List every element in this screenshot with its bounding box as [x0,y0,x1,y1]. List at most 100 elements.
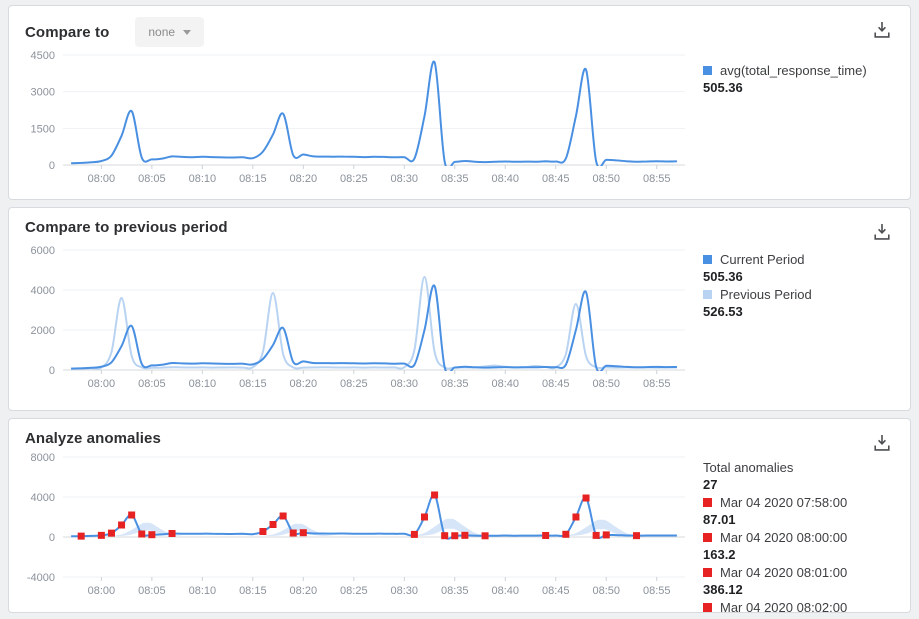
legend-item[interactable]: Mar 04 2020 07:58:00 [703,495,899,510]
svg-text:6000: 6000 [31,245,55,257]
legend-label: Mar 04 2020 07:58:00 [720,495,848,510]
panel-compare-to: Compare to none 0 1500 3000 4500 08:00 08:05 0… [8,5,911,200]
legend-label: avg(total_response_time) [720,63,867,78]
svg-text:4000: 4000 [31,492,55,504]
legend-value: 87.01 [703,512,736,527]
legend-value: 386.12 [703,582,743,597]
svg-text:08:15: 08:15 [239,173,267,185]
download-button[interactable] [870,432,894,454]
svg-text:08:00: 08:00 [88,378,116,390]
panel-body: 0 2000 4000 6000 08:00 08:05 08:10 08:15 08:20 08… [9,236,910,394]
download-icon [874,224,890,240]
legend-item[interactable]: Mar 04 2020 08:02:00 [703,600,899,615]
svg-text:08:05: 08:05 [138,585,166,597]
svg-text:08:20: 08:20 [290,585,318,597]
download-icon [874,22,890,38]
chart-compare-to[interactable]: 0 1500 3000 4500 08:00 08:05 08:10 08:15 08:20 08… [17,49,693,189]
svg-text:08:55: 08:55 [643,173,671,185]
svg-text:08:30: 08:30 [391,378,419,390]
panel-body: 0 1500 3000 4500 08:00 08:05 08:10 08:15 08:20 08… [9,47,910,189]
svg-text:0: 0 [49,160,55,172]
svg-text:8000: 8000 [31,452,55,464]
svg-text:08:45: 08:45 [542,173,570,185]
legend-item[interactable]: avg(total_response_time) [703,63,899,78]
download-button[interactable] [870,221,894,243]
legend-swatch-icon [703,498,712,507]
svg-text:08:35: 08:35 [441,585,469,597]
svg-text:08:40: 08:40 [492,585,520,597]
legend-item[interactable]: Current Period [703,252,899,267]
download-button[interactable] [870,19,894,41]
svg-text:08:30: 08:30 [391,173,419,185]
panel-compare-previous-period: Compare to previous period 0 2000 4000 6000… [8,207,911,411]
svg-text:08:25: 08:25 [340,585,368,597]
svg-text:08:05: 08:05 [138,378,166,390]
legend-value: 163.2 [703,547,736,562]
panel-header: Analyze anomalies [9,419,910,447]
svg-text:08:55: 08:55 [643,378,671,390]
svg-text:08:20: 08:20 [290,378,318,390]
chevron-down-icon [183,29,192,35]
svg-text:08:10: 08:10 [189,585,217,597]
svg-text:08:50: 08:50 [592,585,620,597]
legend-item[interactable]: Previous Period [703,287,899,302]
svg-text:4500: 4500 [31,50,55,62]
legend-swatch-icon [703,255,712,264]
svg-text:2000: 2000 [31,325,55,337]
legend: Total anomalies 27 Mar 04 2020 07:58:00 87.… [693,447,905,615]
panel-header: Compare to none [9,6,910,47]
svg-text:4000: 4000 [31,285,55,297]
panel-header: Compare to previous period [9,208,910,236]
panel-title: Compare to previous period [25,219,228,236]
svg-text:0: 0 [49,532,55,544]
svg-text:08:40: 08:40 [492,378,520,390]
svg-text:08:20: 08:20 [290,173,318,185]
svg-text:1500: 1500 [31,123,55,135]
svg-text:3000: 3000 [31,87,55,99]
panel-title: Analyze anomalies [25,430,161,447]
legend-item[interactable]: Mar 04 2020 08:01:00 [703,565,899,580]
svg-text:08:10: 08:10 [189,378,217,390]
legend-value: 505.36 [703,269,743,284]
svg-text:08:15: 08:15 [239,378,267,390]
svg-text:08:35: 08:35 [441,378,469,390]
svg-text:-4000: -4000 [27,572,55,584]
panel-analyze-anomalies: Analyze anomalies -4000 0 4000 8000 08:00 08:… [8,418,911,615]
svg-text:08:00: 08:00 [88,173,116,185]
svg-text:08:55: 08:55 [643,585,671,597]
svg-text:08:35: 08:35 [441,173,469,185]
legend-label: Current Period [720,252,805,267]
legend-swatch-icon [703,290,712,299]
compare-to-dropdown[interactable]: none [135,17,205,47]
svg-text:08:00: 08:00 [88,585,116,597]
chart-analyze-anomalies[interactable]: -4000 0 4000 8000 08:00 08:05 08:10 08:15 08:20 0… [17,451,693,601]
legend-label: Mar 04 2020 08:02:00 [720,600,848,615]
svg-text:08:10: 08:10 [189,173,217,185]
legend-swatch-icon [703,568,712,577]
svg-text:08:25: 08:25 [340,378,368,390]
svg-text:08:05: 08:05 [138,173,166,185]
svg-text:08:50: 08:50 [592,173,620,185]
svg-text:08:40: 08:40 [492,173,520,185]
legend-label: Total anomalies [703,460,794,475]
legend-swatch-icon [703,533,712,542]
legend-label: Previous Period [720,287,812,302]
legend-value: 27 [703,477,718,492]
download-icon [874,435,890,451]
legend-item: Total anomalies [703,460,899,475]
legend: Current Period 505.36 Previous Period 526.5… [693,236,905,322]
legend-swatch-icon [703,66,712,75]
svg-text:08:45: 08:45 [542,378,570,390]
svg-text:08:45: 08:45 [542,585,570,597]
svg-text:08:15: 08:15 [239,585,267,597]
svg-text:08:50: 08:50 [592,378,620,390]
svg-text:08:30: 08:30 [391,585,419,597]
legend-label: Mar 04 2020 08:00:00 [720,530,848,545]
chart-compare-previous-period[interactable]: 0 2000 4000 6000 08:00 08:05 08:10 08:15 08:20 08… [17,244,693,394]
page-title: Compare to [25,23,110,41]
panel-body: -4000 0 4000 8000 08:00 08:05 08:10 08:15 08:20 0… [9,447,910,615]
legend-value: 505.36 [703,80,743,95]
legend-label: Mar 04 2020 08:01:00 [720,565,848,580]
legend: avg(total_response_time) 505.36 [693,47,905,98]
legend-item[interactable]: Mar 04 2020 08:00:00 [703,530,899,545]
